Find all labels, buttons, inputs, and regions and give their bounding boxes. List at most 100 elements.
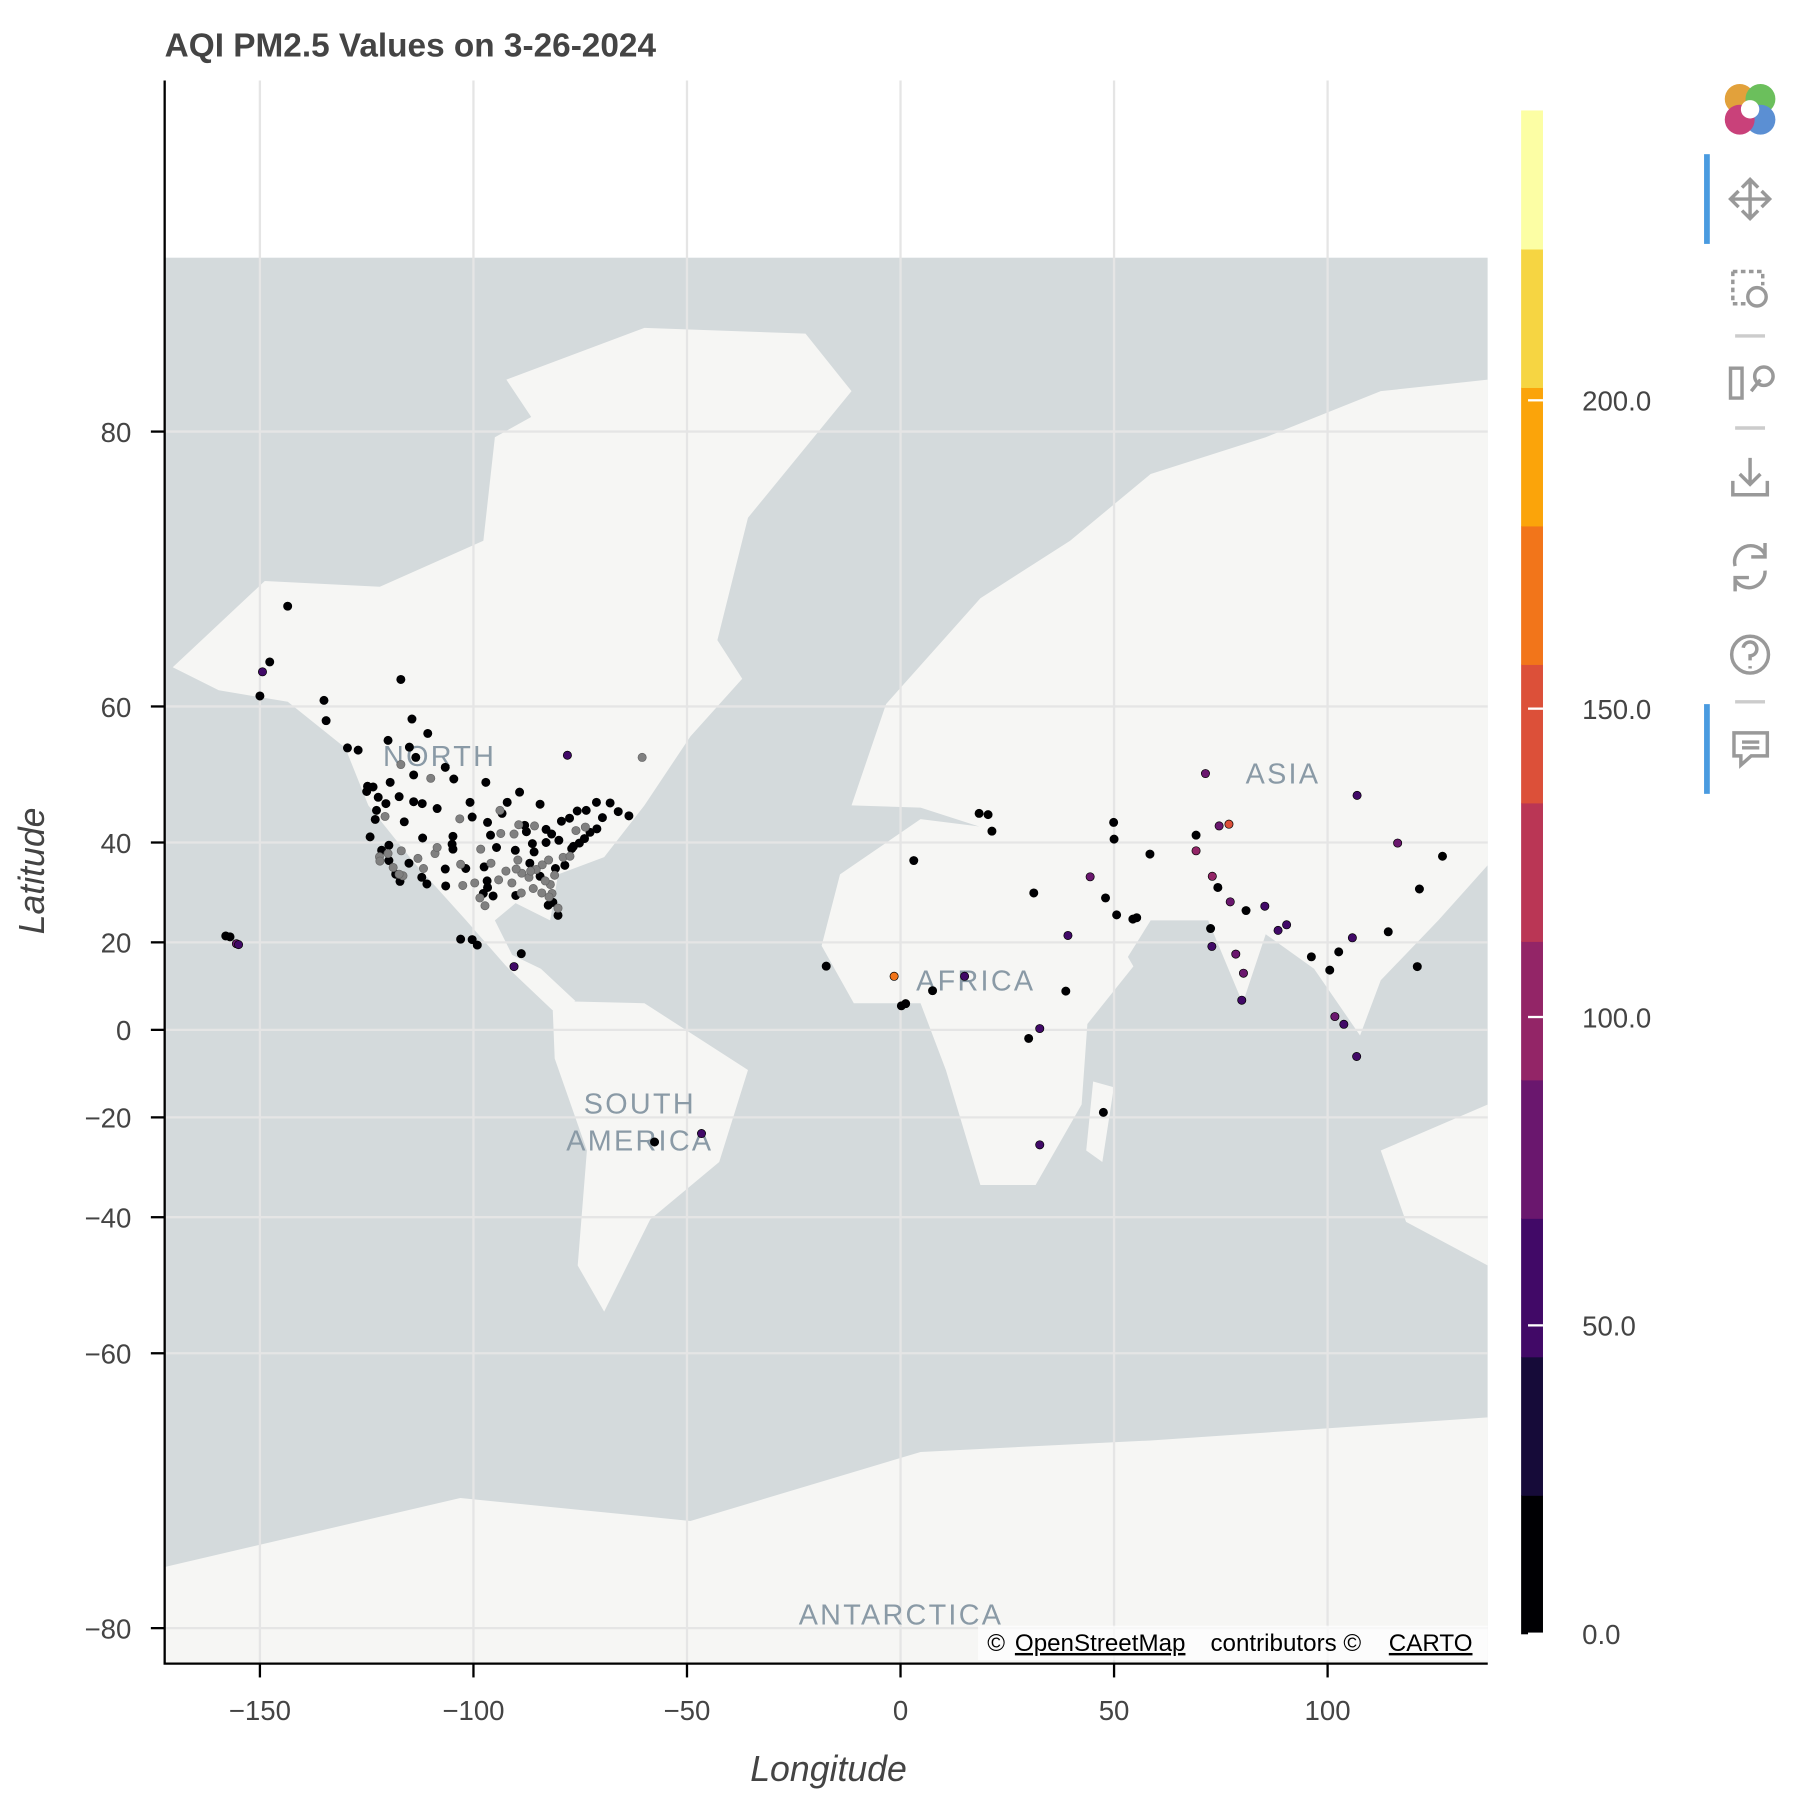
map-label: SOUTH — [584, 1089, 696, 1121]
toolbar — [1704, 83, 1776, 794]
point — [562, 750, 572, 760]
point — [383, 849, 393, 859]
point — [380, 811, 390, 821]
point — [441, 881, 451, 891]
attribution-text: OpenStreetMap — [1015, 1630, 1186, 1657]
y-tick-label: 80 — [101, 417, 132, 448]
active-marker — [1704, 154, 1710, 244]
point — [637, 752, 647, 762]
wheel-zoom-lens — [1752, 365, 1775, 388]
point — [1085, 872, 1095, 882]
point — [455, 814, 465, 824]
help-mark — [1741, 640, 1759, 669]
point — [407, 714, 417, 724]
point — [507, 878, 517, 888]
point — [510, 845, 520, 855]
point — [409, 770, 419, 780]
colorbar-tick-label: 150.0 — [1582, 694, 1651, 725]
point — [1282, 920, 1292, 930]
point — [526, 866, 536, 876]
point — [527, 839, 537, 849]
point — [502, 797, 512, 807]
point — [432, 843, 442, 853]
x-tick-label: 50 — [1099, 1695, 1130, 1726]
point — [554, 835, 564, 845]
point — [1260, 901, 1270, 911]
attribution-text: © — [987, 1630, 1005, 1657]
point — [388, 862, 398, 872]
map-label: ASIA — [1246, 758, 1321, 790]
pan-tool[interactable] — [1728, 177, 1773, 222]
point — [516, 949, 526, 959]
colorbar-tick-label: 0.0 — [1582, 1619, 1620, 1650]
point — [486, 858, 496, 868]
point — [1352, 1051, 1362, 1061]
point — [821, 961, 831, 971]
point — [396, 846, 406, 856]
point — [396, 760, 406, 770]
point — [396, 674, 406, 684]
point — [1112, 910, 1122, 920]
point — [458, 880, 468, 890]
help-tool[interactable] — [1729, 634, 1771, 675]
colorbar-band — [1521, 664, 1543, 804]
point — [550, 870, 560, 880]
point — [1330, 1012, 1340, 1022]
point — [568, 841, 578, 851]
point — [1412, 962, 1422, 972]
point — [1334, 947, 1344, 957]
colorbar-band — [1521, 1356, 1543, 1496]
point — [509, 962, 519, 972]
point — [960, 971, 970, 981]
point — [417, 799, 427, 809]
point — [1109, 834, 1119, 844]
y-tick-label: 20 — [101, 928, 132, 959]
x-tick-label: 0 — [893, 1695, 908, 1726]
point — [553, 903, 563, 913]
hover-tool[interactable] — [1732, 731, 1770, 769]
point — [440, 864, 450, 874]
point — [1347, 933, 1357, 943]
points — [221, 601, 1447, 1150]
point — [501, 866, 511, 876]
point — [283, 601, 293, 611]
point — [565, 813, 575, 823]
point — [909, 856, 919, 866]
point — [580, 834, 589, 844]
point — [1132, 913, 1142, 923]
point — [535, 799, 545, 809]
point — [1145, 849, 1155, 859]
point — [1024, 1033, 1034, 1043]
x-tick-label: −100 — [442, 1695, 504, 1726]
point — [511, 864, 521, 874]
point — [1238, 968, 1248, 978]
point — [556, 816, 566, 826]
point — [399, 817, 409, 827]
point — [1191, 846, 1201, 856]
box-zoom-tool[interactable] — [1731, 269, 1765, 306]
point — [1029, 888, 1039, 898]
x-tick-label: 100 — [1305, 1695, 1351, 1726]
point — [1339, 1019, 1349, 1029]
point — [580, 822, 590, 832]
point — [529, 847, 539, 857]
point — [1237, 995, 1247, 1005]
wheel-zoom-tool[interactable] — [1728, 366, 1762, 400]
colorbar-tick-label: 100.0 — [1582, 1002, 1651, 1033]
point — [1109, 817, 1119, 827]
colorbar-band — [1521, 110, 1543, 250]
save-tool[interactable] — [1731, 457, 1770, 497]
point — [492, 843, 501, 853]
point — [411, 752, 421, 762]
point — [321, 716, 331, 726]
reset-tool[interactable] — [1732, 543, 1767, 592]
point — [409, 797, 419, 807]
point — [928, 986, 938, 996]
colorbar-band — [1521, 248, 1543, 388]
x-tick-label: −150 — [229, 1695, 291, 1726]
point — [404, 858, 414, 868]
colorbar-tick-label: 50.0 — [1582, 1311, 1636, 1342]
point — [537, 860, 547, 870]
point — [540, 876, 550, 886]
